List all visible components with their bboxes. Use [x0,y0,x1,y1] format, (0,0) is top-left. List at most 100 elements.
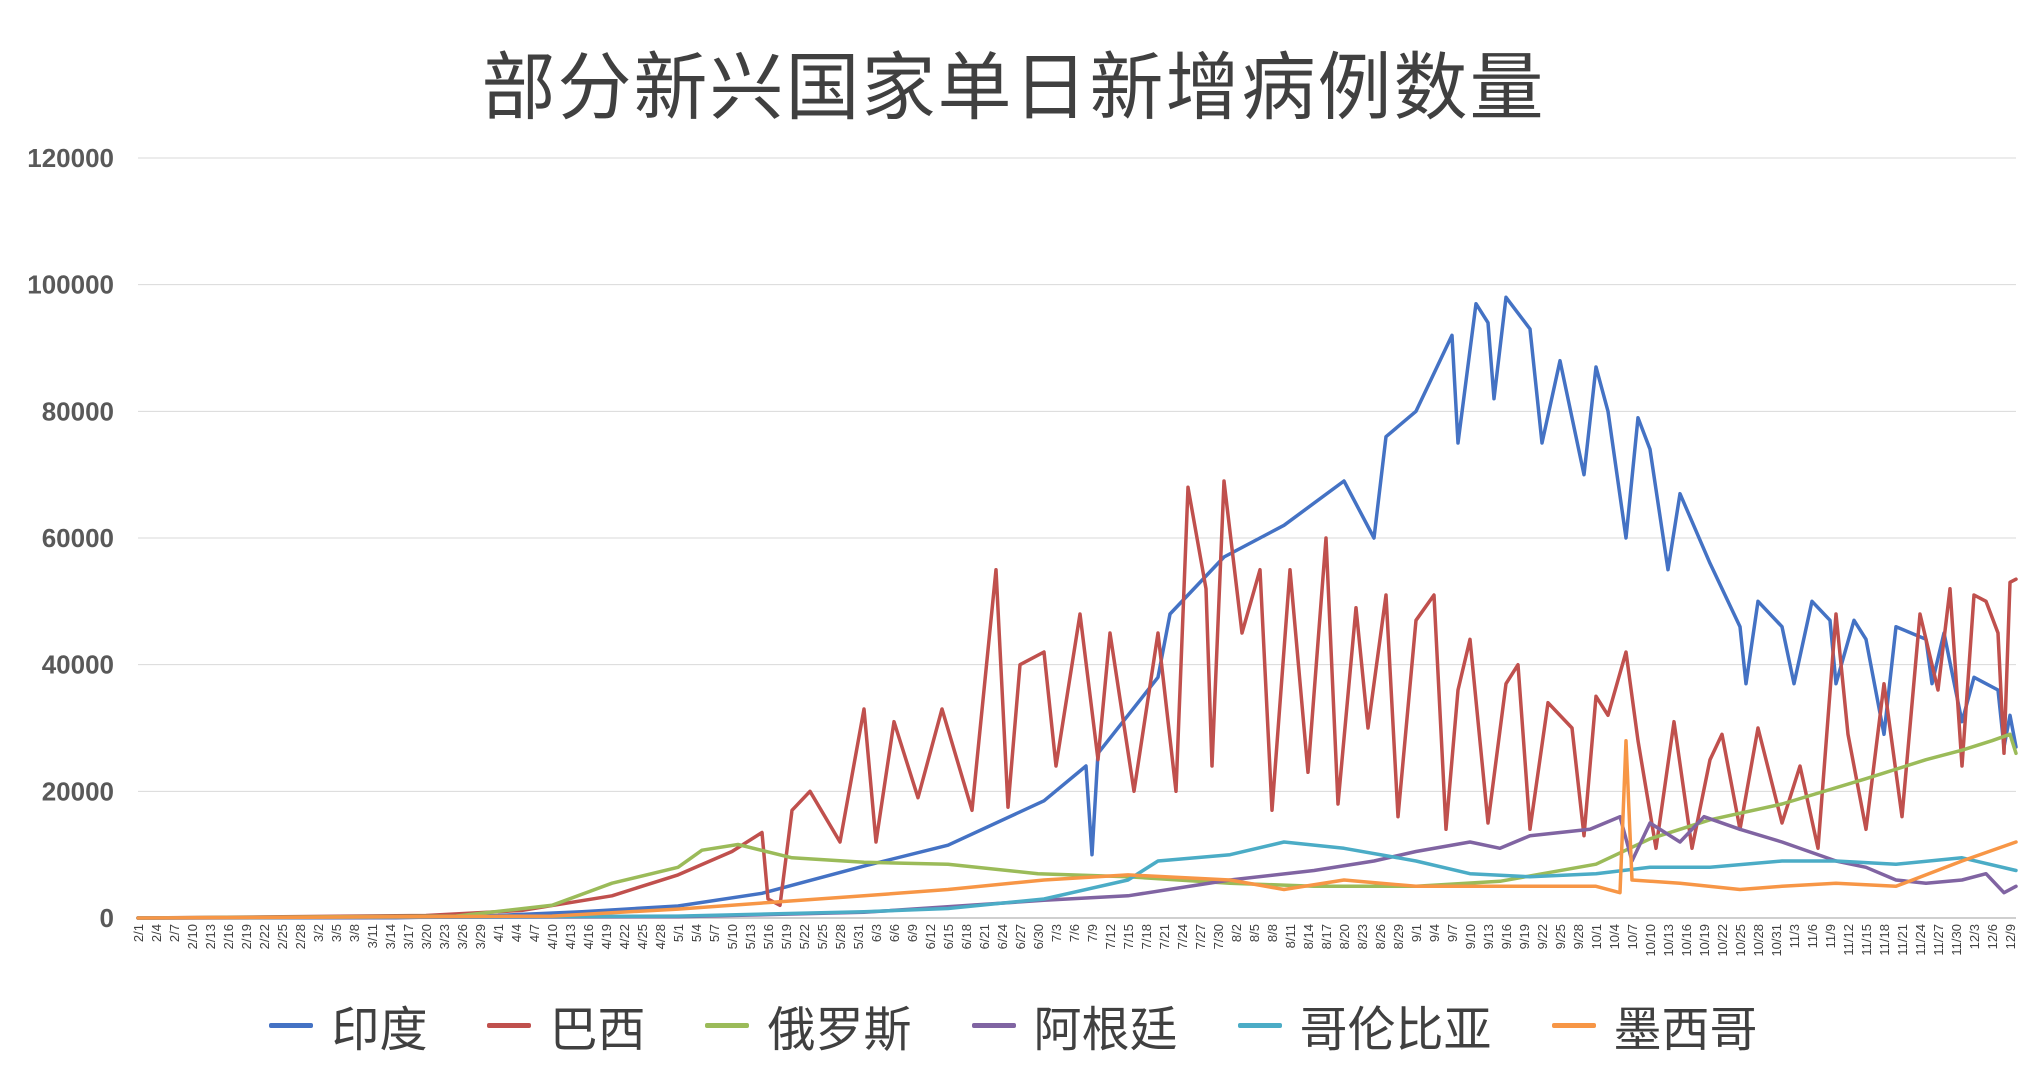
x-tick-label: 3/14 [383,924,398,949]
x-tick-label: 12/9 [2003,924,2018,949]
legend-swatch [487,1022,532,1028]
legend-swatch [1551,1022,1596,1028]
x-tick-label: 5/28 [833,924,848,949]
x-tick-label: 11/9 [1823,924,1838,948]
legend-item: 阿根廷 [971,990,1178,1060]
x-tick-label: 8/2 [1229,924,1244,942]
legend-item: 哥伦比亚 [1237,990,1492,1060]
x-tick-label: 2/16 [221,924,236,949]
x-tick-label: 7/24 [1175,924,1190,949]
x-tick-label: 6/12 [923,924,938,949]
x-tick-label: 10/31 [1769,924,1784,957]
series-lines [136,295,2018,920]
x-tick-label: 12/3 [1967,924,1982,949]
x-tick-label: 3/8 [347,924,362,942]
x-tick-label: 8/8 [1265,924,1280,942]
chart-title: 部分新兴国家单日新增病例数量 [481,45,1546,131]
x-tick-label: 10/25 [1733,924,1748,957]
y-tick-label: 120000 [27,143,114,173]
x-tick-label: 8/5 [1247,924,1262,942]
x-tick-label: 11/24 [1913,924,1928,956]
x-tick-label: 2/13 [203,924,218,949]
legend-swatch [971,1022,1016,1028]
x-tick-label: 10/7 [1625,924,1640,949]
x-tick-label: 11/12 [1841,924,1856,956]
x-tick-label: 12/6 [1985,924,2000,949]
x-tick-label: 5/22 [797,924,812,949]
x-tick-label: 9/25 [1553,924,1568,949]
x-tick-label: 6/21 [977,924,992,949]
x-tick-label: 7/27 [1193,924,1208,949]
y-tick-label: 60000 [42,523,114,553]
legend-item: 印度 [269,990,427,1060]
x-tick-label: 4/28 [653,924,668,949]
y-tick-label: 80000 [42,396,114,426]
x-tick-label: 8/14 [1301,924,1316,949]
x-tick-label: 11/27 [1931,924,1946,956]
x-tick-label: 8/29 [1391,924,1406,949]
x-tick-label: 5/4 [689,924,704,942]
x-tick-label: 8/23 [1355,924,1370,949]
x-tick-label: 5/1 [671,924,686,942]
x-tick-label: 6/18 [959,924,974,949]
x-tick-label: 4/22 [617,924,632,949]
x-tick-label: 5/13 [743,924,758,949]
x-tick-label: 9/4 [1427,924,1442,942]
x-tick-label: 9/10 [1463,924,1478,949]
x-tick-label: 3/11 [365,924,380,948]
series-line-墨西哥 [136,738,2018,920]
legend-label: 阿根廷 [1033,1002,1178,1058]
x-tick-label: 4/1 [491,924,506,942]
x-tick-label: 2/22 [257,924,272,949]
x-tick-label: 8/17 [1319,924,1334,949]
x-tick-label: 6/27 [1013,924,1028,949]
x-tick-label: 4/16 [581,924,596,949]
x-tick-label: 2/7 [167,924,182,942]
legend-label: 俄罗斯 [767,1002,912,1058]
x-tick-label: 4/25 [635,924,650,949]
legend-item: 俄罗斯 [705,990,912,1060]
x-tick-label: 11/6 [1805,924,1820,948]
legend-label: 印度 [331,1002,428,1058]
series-line-阿根廷 [136,814,2018,920]
x-tick-label: 5/31 [851,924,866,949]
x-tick-label: 9/1 [1409,924,1424,942]
x-tick-label: 7/30 [1211,924,1226,949]
x-tick-label: 9/7 [1445,924,1460,942]
x-tick-label: 3/20 [419,924,434,949]
y-tick-label: 0 [100,903,114,933]
x-tick-label: 11/21 [1895,924,1910,956]
legend-item: 墨西哥 [1551,990,1758,1060]
x-tick-label: 4/10 [545,924,560,949]
x-tick-label: 4/19 [599,924,614,949]
series-line-俄罗斯 [136,732,2018,920]
x-tick-label: 11/30 [1949,924,1964,956]
x-tick-label: 9/28 [1571,924,1586,949]
x-tick-label: 10/4 [1607,924,1622,949]
x-tick-label: 5/25 [815,924,830,949]
x-tick-label: 5/10 [725,924,740,949]
x-tick-label: 11/3 [1787,924,1802,948]
x-tick-label: 4/4 [509,924,524,942]
x-tick-label: 2/28 [293,924,308,949]
x-tick-label: 6/15 [941,924,956,949]
x-tick-label: 9/13 [1481,924,1496,949]
y-tick-label: 100000 [27,270,114,300]
x-tick-label: 3/5 [329,924,344,942]
x-tick-label: 10/16 [1679,924,1694,957]
x-tick-label: 10/22 [1715,924,1730,957]
x-tick-label: 5/16 [761,924,776,949]
x-tick-label: 2/19 [239,924,254,949]
legend-label: 哥伦比亚 [1299,1002,1492,1058]
x-tick-label: 7/15 [1121,924,1136,949]
legend-label: 巴西 [549,1002,646,1058]
x-tick-label: 7/6 [1067,924,1082,942]
x-tick-label: 4/7 [527,924,542,942]
x-tick-label: 9/19 [1517,924,1532,949]
y-axis-ticks: 0 20000 40000 60000 80000 100000 120000 [27,143,114,933]
x-tick-label: 10/13 [1661,924,1676,957]
x-tick-label: 7/18 [1139,924,1154,949]
legend-item: 巴西 [487,990,645,1060]
x-tick-label: 10/1 [1589,924,1604,949]
